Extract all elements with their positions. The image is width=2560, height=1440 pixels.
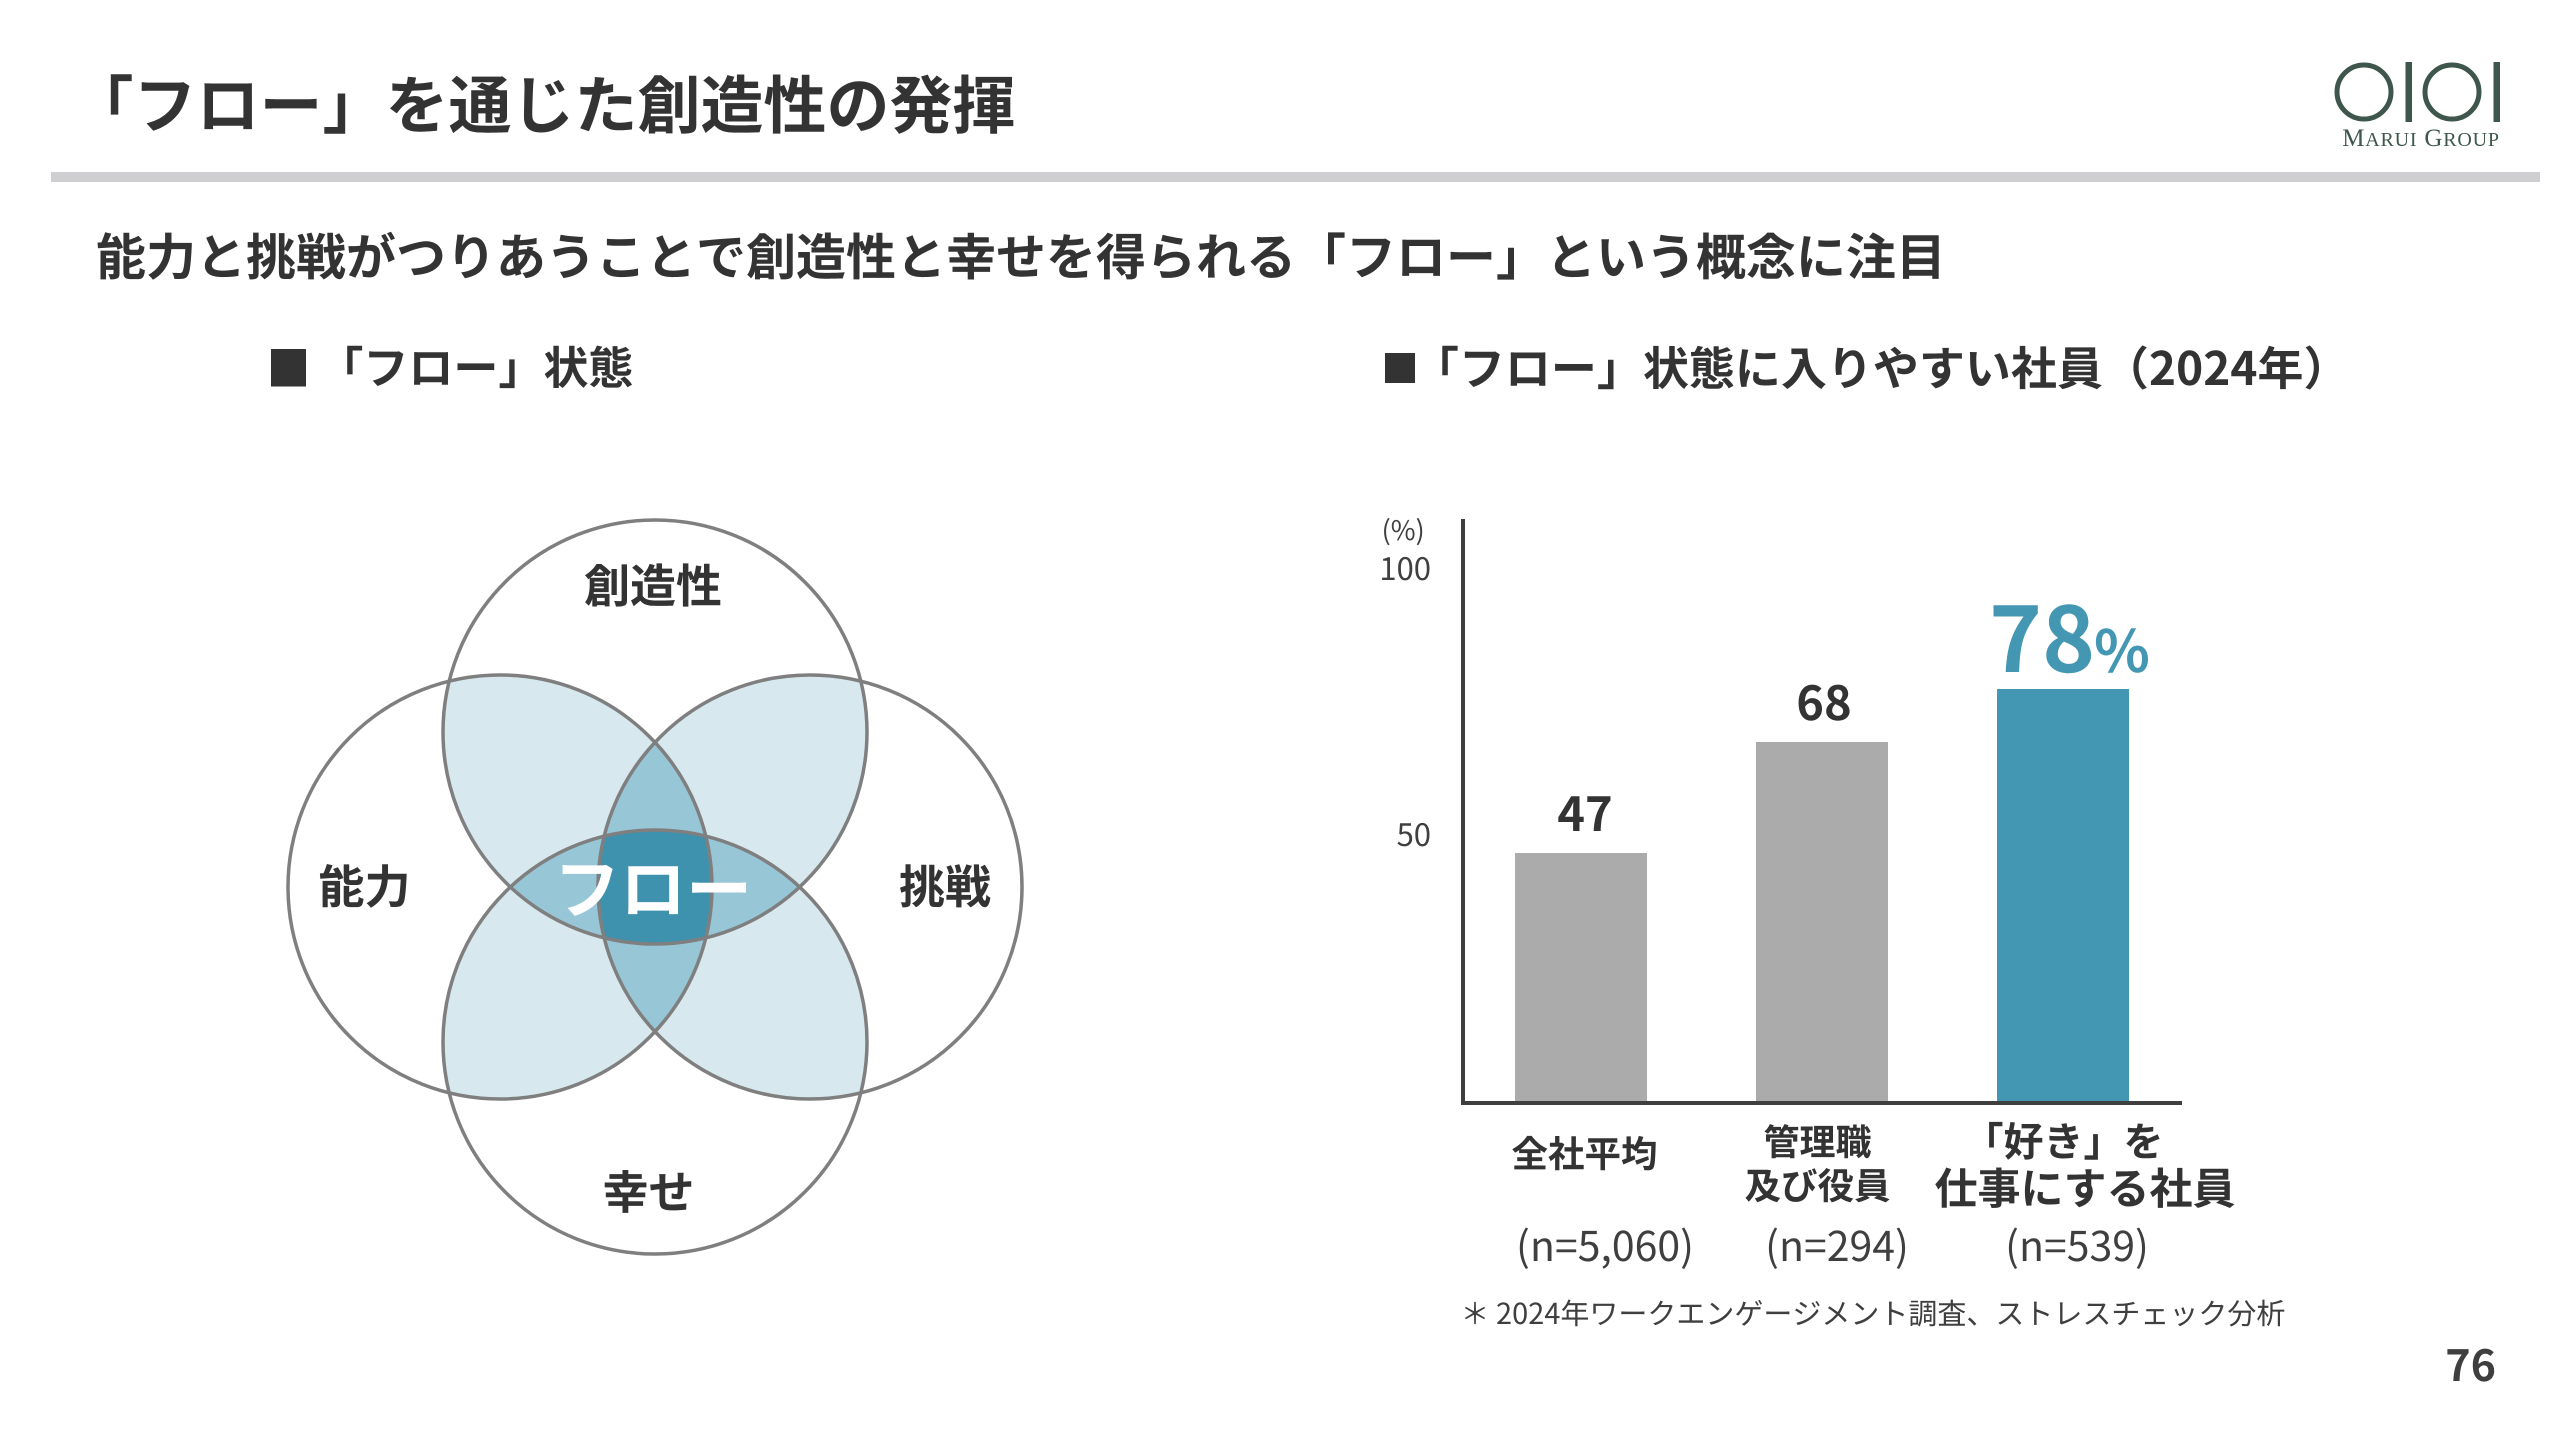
svg-text:MARUI GROUP: MARUI GROUP: [2342, 125, 2500, 152]
